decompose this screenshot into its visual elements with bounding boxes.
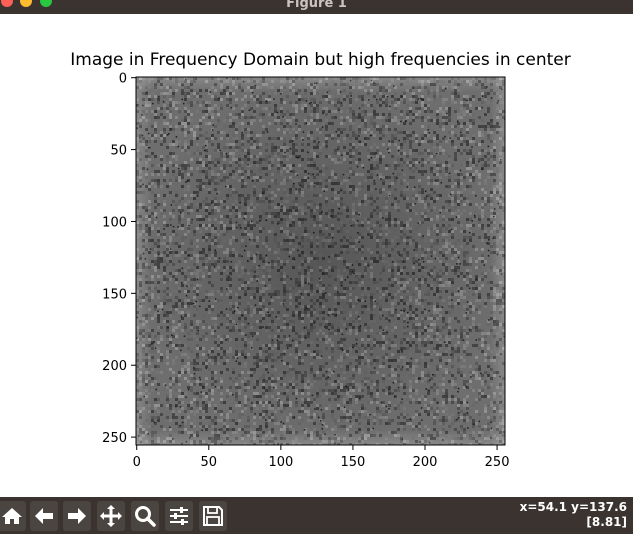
back-button[interactable] <box>30 501 58 531</box>
x-tick-label: 150 <box>341 455 366 470</box>
chart-title: Image in Frequency Domain but high frequ… <box>70 50 571 70</box>
zoom-button[interactable] <box>131 501 159 531</box>
plot-canvas[interactable]: 0 50 100 150 200 250 0 50 100 150 200 250 <box>0 0 633 497</box>
home-icon <box>2 508 22 524</box>
close-window-button[interactable] <box>1 0 13 7</box>
arrow-right-icon <box>68 508 86 524</box>
magnifier-icon <box>135 506 156 527</box>
x-axis: 0 50 100 150 200 250 <box>133 445 510 470</box>
forward-button[interactable] <box>63 501 91 531</box>
toolbar: x=54.1 y=137.6 [8.81] <box>0 497 633 534</box>
floppy-disk-icon <box>203 506 223 526</box>
y-tick-label: 100 <box>102 215 127 230</box>
y-tick-label: 150 <box>102 287 127 302</box>
title-bar: Figure 1 <box>0 0 633 14</box>
y-axis: 0 50 100 150 200 250 <box>102 72 136 446</box>
y-tick-label: 50 <box>110 144 127 159</box>
minimize-window-button[interactable] <box>20 0 32 7</box>
sliders-icon <box>170 507 188 525</box>
y-tick-label: 200 <box>102 359 127 374</box>
cursor-position-readout: x=54.1 y=137.6 <box>519 500 627 514</box>
maximize-window-button[interactable] <box>40 0 52 7</box>
cursor-value-readout: [8.81] <box>586 515 627 529</box>
x-tick-label: 0 <box>133 455 141 470</box>
x-tick-label: 50 <box>201 455 218 470</box>
x-tick-label: 200 <box>413 455 438 470</box>
x-tick-label: 250 <box>485 455 510 470</box>
save-button[interactable] <box>199 501 227 531</box>
cursor-coordinates: x=54.1 y=137.6 [8.81] <box>520 500 627 530</box>
home-button[interactable] <box>0 501 26 531</box>
y-tick-label: 0 <box>119 72 127 87</box>
pan-button[interactable] <box>97 501 125 531</box>
move-icon <box>100 505 122 527</box>
arrow-left-icon <box>35 508 53 524</box>
window-title: Figure 1 <box>286 0 347 11</box>
axes-frame <box>135 76 506 446</box>
x-tick-label: 100 <box>268 455 293 470</box>
y-tick-label: 250 <box>102 431 127 446</box>
heatmap-edge-shading-y <box>136 77 505 445</box>
heatmap-image <box>136 77 505 445</box>
configure-subplots-button[interactable] <box>165 501 193 531</box>
